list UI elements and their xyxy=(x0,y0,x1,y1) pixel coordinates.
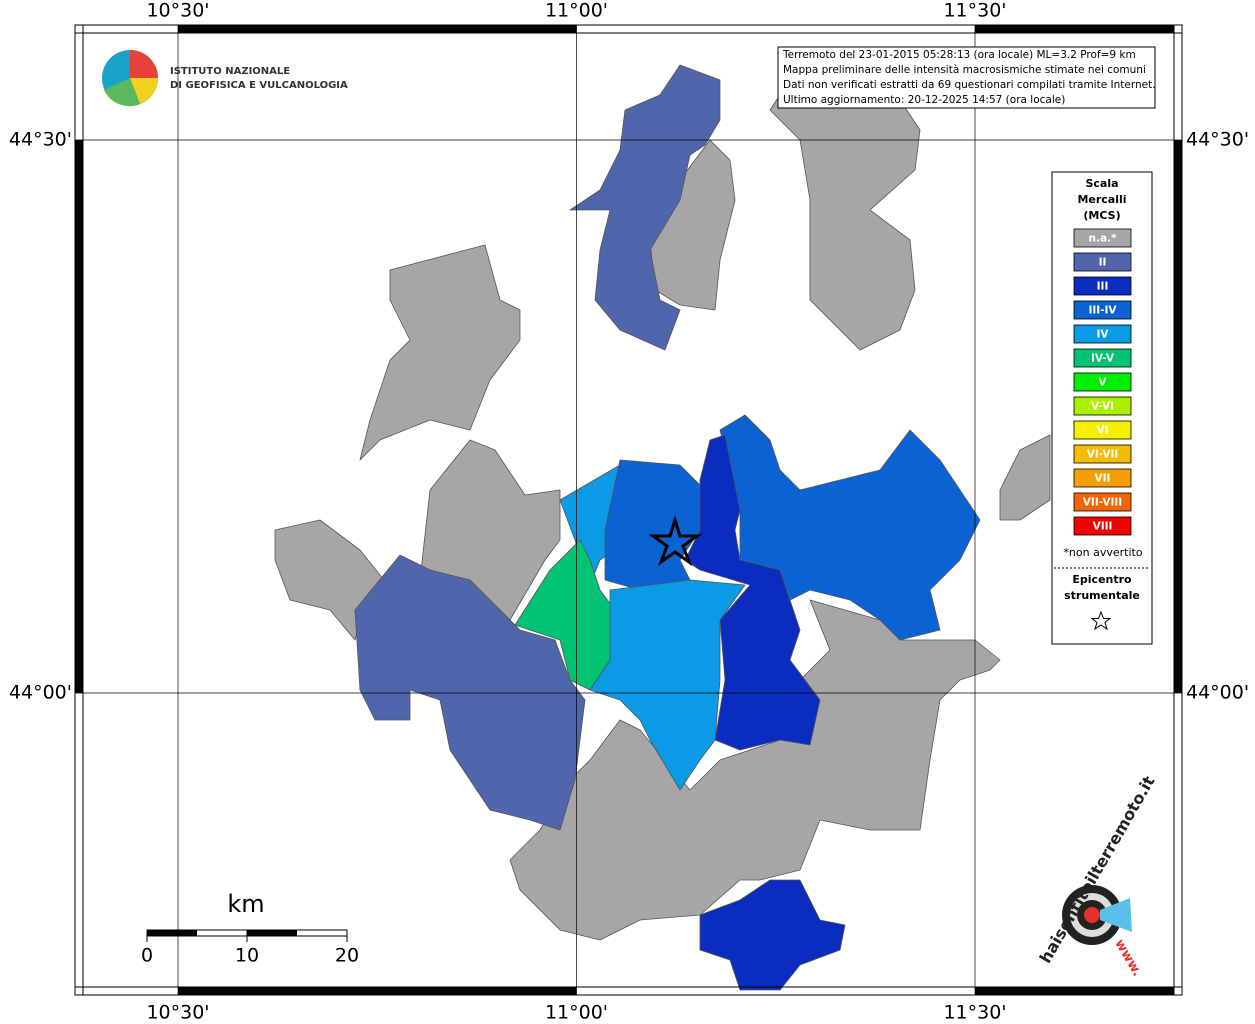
frame-stripe xyxy=(975,25,1174,33)
legend-label: VII xyxy=(1095,473,1111,485)
legend-swatch xyxy=(1073,492,1132,512)
lat-label: 44°30' xyxy=(9,129,72,151)
legend-title: Scala xyxy=(1085,177,1118,190)
legend-label: VI xyxy=(1096,425,1108,437)
graticule: 10°30' 10°30' 11°00' 11°00' 11°30' 11°30' 44°3… xyxy=(9,0,1249,1024)
scale-bar: km 0 10 20 xyxy=(141,890,359,967)
legend-epicenter: Epicentro xyxy=(1072,573,1132,586)
scale-tick-label: 0 xyxy=(141,945,153,967)
legend-label: III xyxy=(1097,281,1109,293)
legend-swatch xyxy=(1073,324,1132,344)
lon-label: 10°30' xyxy=(146,1002,209,1024)
legend-swatch xyxy=(1073,372,1132,392)
info-text: Terremoto del 23-01-2015 05:28:13 (ora l… xyxy=(782,49,1156,106)
legend-swatch xyxy=(1073,276,1132,296)
lat-label: 44°00' xyxy=(9,682,72,704)
scale-bar-segment xyxy=(147,930,197,936)
region xyxy=(684,434,821,751)
info-line: Mappa preliminare delle intensità macros… xyxy=(783,64,1146,76)
legend-swatch xyxy=(1073,348,1132,368)
legend-swatch xyxy=(1073,396,1132,416)
legend-swatch xyxy=(1073,420,1132,440)
logo-segment xyxy=(130,78,158,104)
legend-title: Mercalli xyxy=(1077,193,1126,206)
frame-stripe xyxy=(975,987,1174,995)
info-line: Dati non verificati estratti da 69 quest… xyxy=(783,79,1156,91)
legend-swatch xyxy=(1073,252,1132,272)
lon-label: 11°00' xyxy=(545,1002,608,1024)
lon-label: 11°30' xyxy=(943,1002,1006,1024)
legend-star xyxy=(1090,610,1112,631)
frame-stripe xyxy=(75,140,83,440)
lon-label: 11°30' xyxy=(943,0,1006,22)
legend-label: V xyxy=(1098,377,1107,389)
legend-swatch xyxy=(1073,300,1132,320)
frame-stripe xyxy=(75,393,83,693)
info-line: Ultimo aggiornamento: 20-12-2025 14:57 (… xyxy=(783,94,1065,106)
regions xyxy=(274,64,1051,991)
region xyxy=(649,139,736,311)
legend-label: VII-VIII xyxy=(1083,497,1122,509)
institute-name: DI GEOFISICA E VULCANOLOGIA xyxy=(170,80,348,91)
epicenter-star xyxy=(648,514,702,567)
legend-note: *non avvertito xyxy=(1063,546,1142,559)
logo-ring xyxy=(1084,907,1100,923)
region xyxy=(999,434,1051,521)
info-box xyxy=(777,46,1156,109)
legend-swatch xyxy=(1073,468,1132,488)
legend-swatch xyxy=(1073,228,1132,248)
region xyxy=(604,459,721,591)
logo-segment xyxy=(104,78,140,107)
legend-label: VIII xyxy=(1093,521,1113,533)
region xyxy=(354,554,586,831)
legend-label: III-IV xyxy=(1088,305,1117,317)
region xyxy=(569,64,721,351)
info-line: Terremoto del 23-01-2015 05:28:13 (ora l… xyxy=(782,49,1136,61)
legend-label: IV xyxy=(1096,329,1109,341)
frame-stripe xyxy=(178,25,577,33)
legend-label: VI-VII xyxy=(1087,449,1119,461)
institute-name: ISTITUTO NAZIONALE xyxy=(170,66,290,77)
region xyxy=(699,879,846,991)
legend-swatch xyxy=(1073,444,1132,464)
logo-speaker xyxy=(1100,898,1132,932)
ingv-logo: ISTITUTO NAZIONALE DI GEOFISICA E VULCAN… xyxy=(102,50,348,107)
legend: ScalaMercalli(MCS)n.a.*IIIIIIII-IVIVIV-V… xyxy=(1054,177,1150,631)
legend-epicenter: strumentale xyxy=(1064,589,1140,602)
region xyxy=(359,244,521,461)
legend-label: V-VI xyxy=(1091,401,1114,413)
legend-label: n.a.* xyxy=(1088,233,1117,245)
lon-label: 10°30' xyxy=(146,0,209,22)
frame-stripe xyxy=(1174,140,1182,440)
scale-tick-label: 10 xyxy=(235,945,259,967)
frame-stripe xyxy=(1174,393,1182,693)
legend-swatch xyxy=(1073,516,1132,536)
legend-title: (MCS) xyxy=(1083,209,1120,222)
scale-bar-segment xyxy=(247,930,297,936)
logo-segment xyxy=(130,50,158,78)
legend-label: II xyxy=(1099,257,1107,269)
scale-unit: km xyxy=(227,890,264,918)
frame-stripe xyxy=(178,987,577,995)
lat-label: 44°30' xyxy=(1186,129,1249,151)
lat-label: 44°00' xyxy=(1186,682,1249,704)
legend-label: IV-V xyxy=(1091,353,1115,365)
lon-label: 11°00' xyxy=(545,0,608,22)
scale-tick-label: 20 xyxy=(335,945,359,967)
